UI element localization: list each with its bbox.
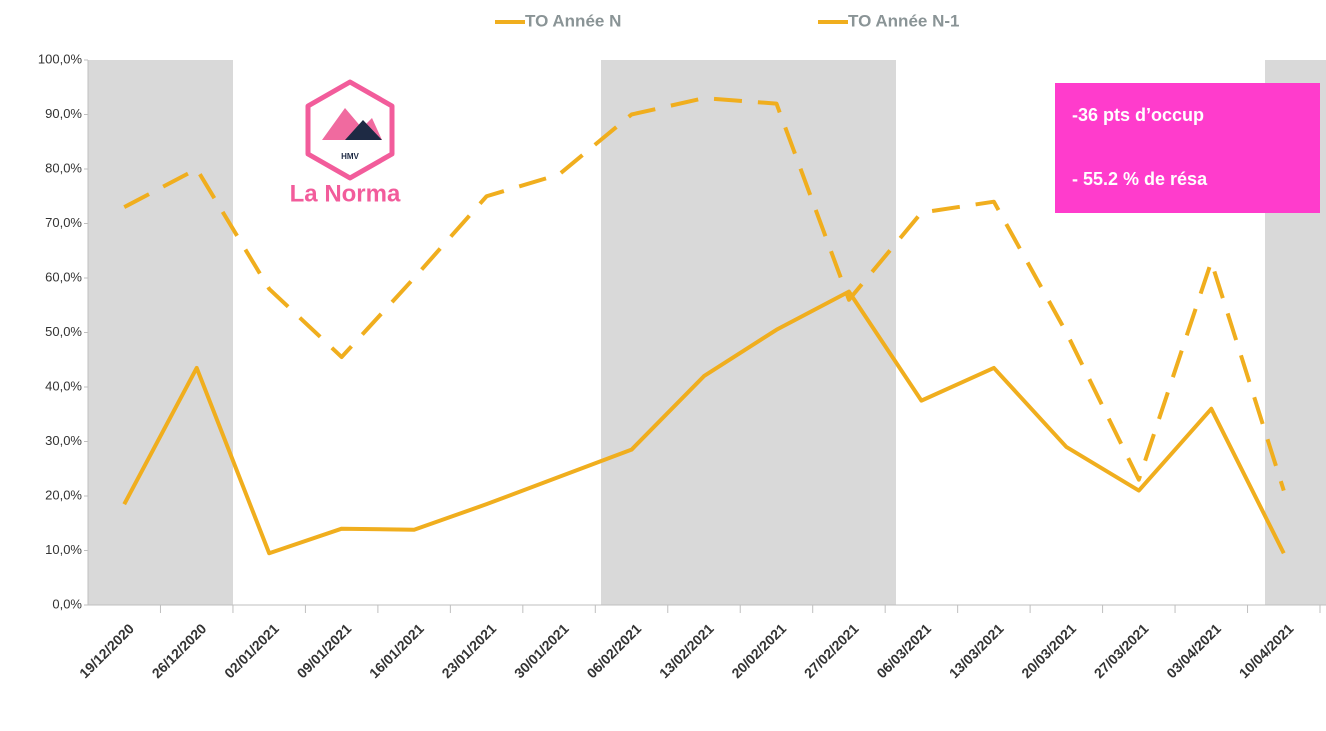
y-tick-label: 70,0% [45, 215, 82, 230]
x-tick-label: 16/01/2021 [366, 620, 427, 681]
series-line [123, 96, 1286, 492]
x-tick-label: 06/02/2021 [583, 620, 644, 681]
x-tick-label: 20/02/2021 [728, 620, 789, 681]
shaded-period [601, 60, 896, 605]
x-tick-label: 09/01/2021 [294, 620, 355, 681]
annotation: -36 pts d’occup [1072, 105, 1204, 125]
shaded-period [88, 60, 233, 605]
logo-text: La Norma [290, 180, 401, 207]
y-tick-label: 10,0% [45, 542, 82, 557]
annotation: - 55.2 % de résa [1072, 169, 1208, 189]
x-tick-label: 26/12/2020 [149, 620, 210, 681]
x-tick-label: 19/12/2020 [76, 620, 137, 681]
x-tick-label: 06/03/2021 [873, 620, 934, 681]
y-tick-label: 60,0% [45, 269, 82, 284]
y-tick-label: 40,0% [45, 378, 82, 393]
y-tick-label: 100,0% [38, 51, 83, 66]
legend-label: TO Année N-1 [848, 11, 959, 30]
x-tick-label: 27/02/2021 [801, 620, 862, 681]
y-tick-label: 90,0% [45, 106, 82, 121]
x-tick-label: 03/04/2021 [1163, 620, 1224, 681]
logo: HMV La Norma [290, 79, 401, 207]
y-tick-label: 20,0% [45, 487, 82, 502]
logo-mountain [345, 120, 382, 140]
x-tick-label: 20/03/2021 [1018, 620, 1079, 681]
x-tick-label: 02/01/2021 [221, 620, 282, 681]
annotation-box [1055, 83, 1320, 213]
x-tick-label: 10/04/2021 [1236, 620, 1297, 681]
x-tick-label: 23/01/2021 [438, 620, 499, 681]
y-tick-label: 30,0% [45, 433, 82, 448]
x-tick-label: 30/01/2021 [511, 620, 572, 681]
x-tick-label: 13/02/2021 [656, 620, 717, 681]
x-tick-label: 27/03/2021 [1091, 620, 1152, 681]
logo-badge: HMV [341, 152, 359, 161]
series-line [122, 289, 1286, 556]
y-tick-label: 0,0% [52, 596, 82, 611]
y-tick-label: 50,0% [45, 324, 82, 339]
legend-label: TO Année N [525, 11, 621, 30]
y-tick-label: 80,0% [45, 160, 82, 175]
x-tick-label: 13/03/2021 [946, 620, 1007, 681]
